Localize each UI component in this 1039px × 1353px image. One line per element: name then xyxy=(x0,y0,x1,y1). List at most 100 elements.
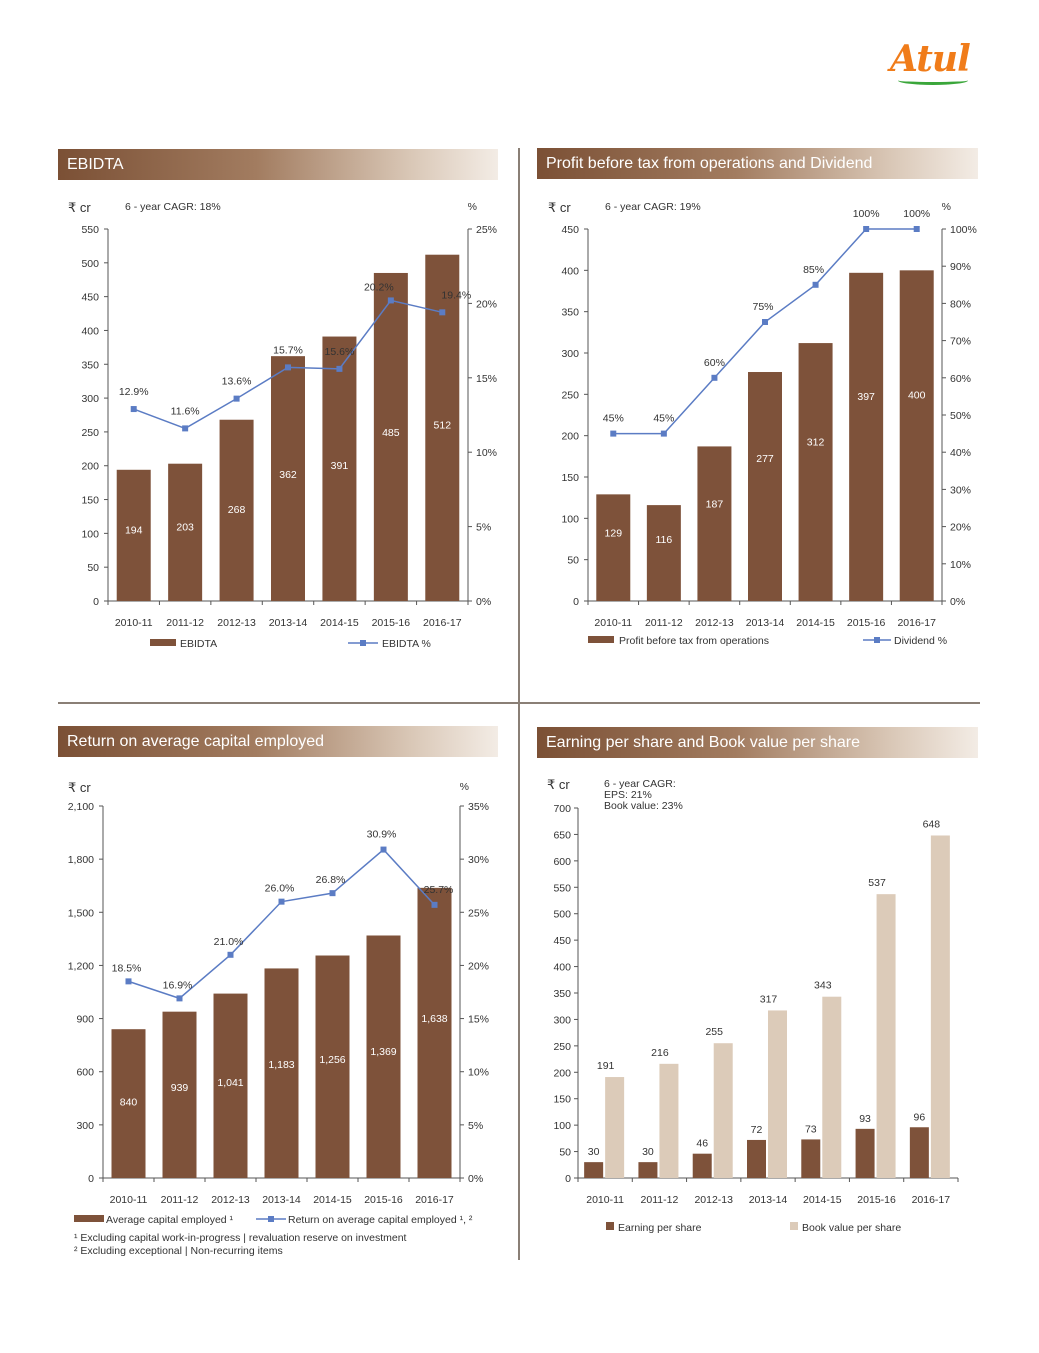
line-point-label: 75% xyxy=(752,301,773,313)
x-tick-label: 2012-13 xyxy=(211,1194,250,1206)
x-tick-label: 2013-14 xyxy=(749,1194,788,1206)
bar xyxy=(366,935,401,1178)
bar xyxy=(116,469,151,601)
bar-eps xyxy=(747,1139,766,1178)
chart-eps: 0 50 100 150 200 250 300 350 400 450 500 550 600 650 7… xyxy=(530,770,990,1250)
chart-ebidta: 0 50 100 150 200 250 300 350 400 450 500 550 0% 5% 10%… xyxy=(50,190,510,670)
line-point-label: 15.7% xyxy=(273,344,303,356)
left-tick-label: 600 xyxy=(553,856,571,868)
left-tick-label: 900 xyxy=(76,1014,94,1026)
right-tick-label: 10% xyxy=(950,559,971,571)
bar xyxy=(271,356,305,601)
right-tick-label: 50% xyxy=(950,410,971,422)
bar-book-value-label: 537 xyxy=(868,877,886,889)
bar-eps-label: 93 xyxy=(859,1113,871,1125)
bar-label: 203 xyxy=(176,522,194,534)
bar-eps-label: 72 xyxy=(751,1124,763,1136)
cagr-note: 6 - year CAGR: 19% xyxy=(605,201,701,213)
left-tick-label: 1,800 xyxy=(68,854,94,866)
line-point xyxy=(863,226,870,232)
vertical-divider xyxy=(518,148,520,1260)
bar xyxy=(111,1029,146,1178)
banner-pbt: Profit before tax from operations and Di… xyxy=(537,148,978,179)
cagr-note: 6 - year CAGR: xyxy=(604,778,676,790)
legend-swatch-marker xyxy=(360,640,366,646)
left-tick-label: 0 xyxy=(573,596,579,608)
line-point-label: 45% xyxy=(603,413,624,425)
right-tick-label: 100% xyxy=(950,224,977,236)
unit-right-label: % xyxy=(468,201,477,213)
bar-book-value-label: 648 xyxy=(923,818,941,830)
line-point-label: 25.7% xyxy=(424,884,454,896)
left-tick-label: 50 xyxy=(559,1147,571,1159)
left-tick-label: 300 xyxy=(561,348,579,360)
bar-book-value-label: 317 xyxy=(760,993,778,1005)
x-tick-label: 2015-16 xyxy=(857,1194,896,1206)
x-tick-label: 2011-12 xyxy=(161,1194,199,1206)
left-tick-label: 150 xyxy=(553,1094,571,1106)
bar-label: 400 xyxy=(908,389,926,401)
legend-swatch-book-value xyxy=(790,1222,798,1230)
bar-label: 312 xyxy=(807,437,825,449)
line-point-label: 16.9% xyxy=(163,979,193,991)
cagr-note: EPS: 21% xyxy=(604,789,652,801)
x-tick-label: 2012-13 xyxy=(694,1194,733,1206)
line-point-label: 21.0% xyxy=(214,936,244,948)
footnote: ² Excluding exceptional | Non-recurring … xyxy=(74,1245,283,1257)
line-point xyxy=(387,297,394,304)
left-tick-label: 100 xyxy=(553,1120,571,1132)
bar-label: 1,638 xyxy=(421,1013,447,1025)
right-tick-label: 5% xyxy=(476,522,491,534)
bar-eps-label: 30 xyxy=(588,1146,600,1158)
legend-label-line: EBIDTA % xyxy=(382,638,431,650)
left-tick-label: 150 xyxy=(81,495,99,507)
line-point-label: 100% xyxy=(903,208,930,220)
line-point xyxy=(610,430,617,437)
line-point xyxy=(431,901,438,908)
legend-label-bar: EBIDTA xyxy=(180,638,217,650)
line-point-label: 20.2% xyxy=(364,281,394,293)
bar xyxy=(899,270,934,601)
bar xyxy=(373,272,408,601)
bar-eps-label: 30 xyxy=(642,1146,654,1158)
bar-eps xyxy=(855,1128,875,1178)
line-point xyxy=(227,951,234,958)
left-tick-label: 150 xyxy=(561,472,579,484)
unit-right-label: % xyxy=(942,201,951,213)
line-point xyxy=(130,406,137,413)
line-point xyxy=(660,430,667,437)
bar xyxy=(646,505,681,601)
line-point xyxy=(711,374,718,381)
line-point xyxy=(176,995,183,1002)
banner-eps: Earning per share and Book value per sha… xyxy=(537,727,978,758)
line-point-label: 60% xyxy=(704,357,725,369)
unit-left-label: ₹ cr xyxy=(547,777,570,792)
chart-roce: 0 300 600 900 1,200 1,500 1,800 2,100 0% 5% 10% 15%… xyxy=(50,770,510,1270)
bar-book-value-label: 216 xyxy=(651,1047,669,1059)
x-tick-label: 2014-15 xyxy=(796,617,835,629)
line-point xyxy=(329,890,336,897)
bar-label: 268 xyxy=(228,504,246,516)
left-tick-label: 100 xyxy=(81,528,99,540)
cagr-note: Book value: 23% xyxy=(604,800,683,812)
bar-eps xyxy=(909,1127,929,1178)
unit-right-label: % xyxy=(460,781,469,793)
right-tick-label: 40% xyxy=(950,447,971,459)
bar-label: 362 xyxy=(279,469,297,481)
x-tick-label: 2016-17 xyxy=(423,617,462,629)
banner-ebidta: EBIDTA xyxy=(58,149,498,180)
logo-swoosh xyxy=(898,76,968,85)
bar-label: 1,369 xyxy=(370,1046,396,1058)
x-tick-label: 2012-13 xyxy=(695,617,734,629)
legend-label-line: Dividend % xyxy=(894,635,947,647)
left-tick-label: 350 xyxy=(553,988,571,1000)
x-tick-label: 2011-12 xyxy=(645,617,683,629)
right-tick-label: 90% xyxy=(950,261,971,273)
legend-swatch-eps xyxy=(606,1222,614,1230)
left-tick-label: 300 xyxy=(76,1120,94,1132)
x-tick-label: 2015-16 xyxy=(364,1194,403,1206)
right-tick-label: 70% xyxy=(950,336,971,348)
right-tick-label: 25% xyxy=(476,224,497,236)
line-point xyxy=(439,309,446,316)
right-tick-label: 10% xyxy=(468,1067,489,1079)
